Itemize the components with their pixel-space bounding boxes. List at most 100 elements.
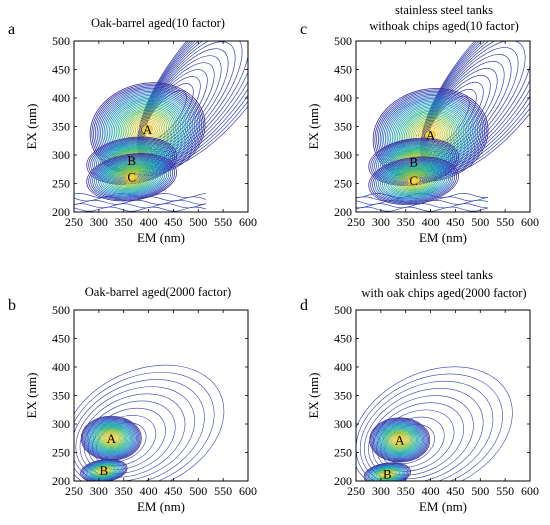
- contour-ring: [381, 426, 419, 454]
- contour-ring: [109, 165, 154, 189]
- y-tick-label: 200: [52, 474, 70, 488]
- contour-ring: [94, 157, 170, 198]
- contour-ring: [385, 472, 389, 476]
- contour-ring: [112, 100, 183, 159]
- contour-ring: [87, 462, 121, 480]
- contour-ring: [140, 123, 155, 136]
- contour-ring: [372, 158, 456, 203]
- y-tick-label: 300: [52, 148, 70, 162]
- y-tick-label: 300: [334, 417, 352, 431]
- x-tick-label: 600: [521, 484, 539, 498]
- contour-ring: [124, 110, 171, 149]
- x-tick-label: 250: [347, 484, 365, 498]
- peak-label-b: B: [409, 154, 418, 169]
- outer-contour-line: [74, 379, 205, 481]
- contour-ring: [394, 436, 405, 444]
- x-tick-label: 400: [140, 484, 158, 498]
- x-tick-label: 250: [65, 215, 83, 229]
- x-tick-label: 500: [471, 215, 489, 229]
- y-tick-label: 450: [334, 332, 352, 346]
- contour-ring: [131, 116, 164, 143]
- contour-ring: [380, 470, 395, 478]
- x-tick-label: 250: [65, 484, 83, 498]
- contour-ring: [392, 434, 408, 446]
- contour-ring: [128, 113, 168, 146]
- x-tick-label: 550: [496, 484, 514, 498]
- x-tick-label: 300: [372, 484, 390, 498]
- contour-ring: [371, 419, 428, 461]
- contour-ring: [369, 465, 406, 481]
- contour-ring: [86, 153, 177, 202]
- contour-ring: [390, 433, 409, 447]
- y-tick-label: 450: [52, 332, 70, 346]
- x-tick-label: 250: [347, 215, 365, 229]
- contour-ring: [387, 166, 440, 195]
- outer-contour-line: [372, 402, 465, 476]
- contour-ring: [85, 461, 122, 480]
- contour-ring: [115, 168, 148, 186]
- contour-ring: [376, 90, 485, 180]
- contour-ring: [85, 419, 137, 458]
- y-axis-label: EX (nm): [24, 373, 39, 419]
- contour-field: [74, 364, 225, 481]
- x-axis-label: EM (nm): [419, 230, 467, 245]
- contour-ring: [374, 421, 426, 459]
- contour-field: [356, 41, 530, 212]
- panel-title: stainless steel tanks: [395, 3, 493, 17]
- x-axis-label: EM (nm): [419, 499, 467, 514]
- contour-ring: [104, 433, 118, 444]
- y-axis-label: EX (nm): [24, 104, 39, 150]
- contour-ring: [382, 163, 446, 198]
- peak-label-b: B: [127, 153, 136, 168]
- x-tick-label: 550: [214, 484, 232, 498]
- contour-ring: [88, 421, 135, 456]
- x-tick-label: 500: [189, 484, 207, 498]
- x-tick-label: 350: [115, 484, 133, 498]
- outer-contour-line: [138, 41, 248, 164]
- peak-label-a: A: [395, 432, 405, 447]
- y-tick-label: 300: [334, 148, 352, 162]
- contour-ring: [393, 435, 407, 445]
- panel-letter: c: [300, 21, 307, 38]
- contour-ring: [109, 436, 113, 440]
- y-tick-label: 450: [52, 63, 70, 77]
- contour-ring: [96, 466, 112, 475]
- y-tick-label: 200: [334, 205, 352, 219]
- contour-ring: [387, 430, 413, 450]
- contour-ring: [122, 109, 173, 150]
- outer-contour-line: [79, 393, 186, 478]
- contour-ring: [88, 462, 120, 479]
- contour-ring: [110, 99, 185, 160]
- contour-ring: [113, 167, 150, 187]
- contour-ring: [370, 465, 405, 481]
- contour-ring: [386, 429, 414, 451]
- outer-contour-line: [75, 386, 196, 481]
- contour-ring: [94, 425, 129, 451]
- contour-ring: [369, 417, 431, 463]
- contour-ring: [92, 464, 116, 477]
- scatter-contour-line: [74, 206, 207, 212]
- contour-ring: [365, 463, 410, 481]
- panel-letter: d: [300, 297, 308, 314]
- y-tick-label: 500: [52, 303, 70, 317]
- contour-ring: [88, 154, 176, 201]
- contour-ring: [376, 422, 423, 458]
- contour-ring: [89, 463, 118, 478]
- outer-contour-line: [376, 409, 455, 472]
- x-tick-label: 500: [189, 215, 207, 229]
- contour-ring: [399, 173, 428, 189]
- contour-ring: [146, 127, 149, 131]
- contour-ring: [367, 464, 407, 481]
- peak-label-b: B: [383, 467, 392, 482]
- y-tick-label: 400: [334, 91, 352, 105]
- y-tick-label: 250: [334, 446, 352, 460]
- contour-ring: [389, 432, 410, 448]
- contour-ring: [84, 418, 139, 459]
- outer-contour-line: [74, 371, 215, 481]
- contour-ring: [384, 428, 415, 451]
- outer-contour-line: [364, 388, 484, 481]
- contour-ring: [91, 464, 117, 478]
- contour-ring: [121, 171, 142, 183]
